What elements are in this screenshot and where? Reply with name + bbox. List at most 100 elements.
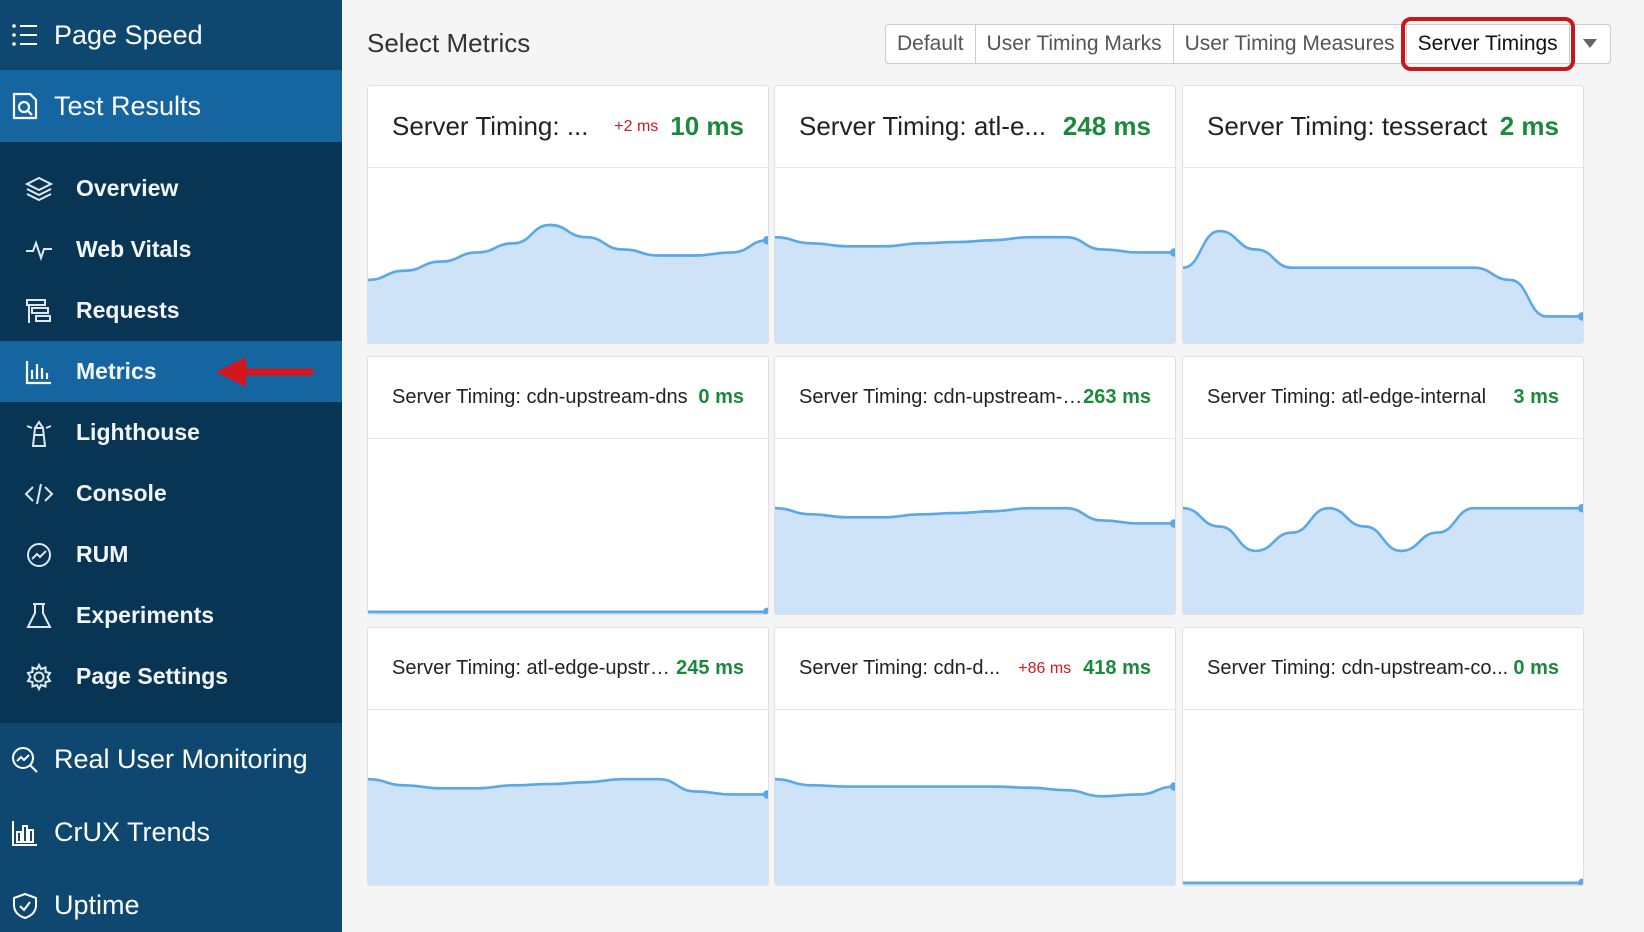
metric-sparkline	[775, 506, 1175, 614]
metric-card-header: Server Timing: atl-edge-upstre... 245 ms	[368, 628, 768, 710]
metric-card[interactable]: Server Timing: cdn-upstream-co... 0 ms	[1182, 627, 1584, 886]
metric-card-delta: +86 ms	[1018, 659, 1072, 677]
metric-card-header: Server Timing: cdn-upstream-dns 0 ms	[368, 357, 768, 439]
tab-user-timing-measures[interactable]: User Timing Measures	[1174, 25, 1407, 63]
sidebar-item-label: RUM	[76, 541, 129, 567]
metric-card-title: Server Timing: tesseract	[1207, 111, 1488, 141]
main-content: Select Metrics Default User Timing Marks…	[342, 0, 1644, 932]
metric-card-header: Server Timing: atl-e... 248 ms	[775, 86, 1175, 168]
sparkline-last-point	[1170, 248, 1175, 257]
metric-card-header: Server Timing: cdn-upstream-f... 263 ms	[775, 357, 1175, 439]
sidebar-item-requests[interactable]: Requests	[0, 280, 342, 341]
shield-check-icon	[10, 891, 40, 921]
sparkline-line	[368, 223, 768, 282]
metric-sparkline	[368, 607, 768, 614]
sparkline-line	[368, 777, 768, 796]
sparkline-line	[775, 235, 1175, 254]
tab-user-timing-marks[interactable]: User Timing Marks	[976, 25, 1174, 63]
metric-card-title: Server Timing: ...	[392, 111, 589, 141]
metric-card-header: Server Timing: cdn-d... +86 ms 418 ms	[775, 628, 1175, 710]
metric-card[interactable]: Server Timing: cdn-upstream-f... 263 ms	[774, 356, 1176, 615]
red-arrow-icon	[216, 355, 316, 394]
sidebar-item-real-user-monitoring[interactable]: Real User Monitoring	[0, 723, 342, 796]
sidebar-app-title[interactable]: Page Speed	[0, 0, 342, 70]
tab-default[interactable]: Default	[886, 25, 976, 63]
test-results-submenu: Overview Web Vitals Requests Metrics	[0, 142, 342, 723]
sidebar-item-experiments[interactable]: Experiments	[0, 585, 342, 646]
waterfall-icon	[24, 296, 54, 326]
sidebar-item-web-vitals[interactable]: Web Vitals	[0, 219, 342, 280]
sidebar-item-label: Page Settings	[76, 663, 229, 689]
sidebar-test-results[interactable]: Test Results	[0, 70, 342, 142]
code-icon	[24, 479, 54, 509]
metric-card-value: 3 ms	[1513, 386, 1559, 408]
sidebar-item-label: CrUX Trends	[54, 817, 211, 847]
metric-card-title: Server Timing: atl-edge-upstre...	[392, 657, 677, 679]
metric-card[interactable]: Server Timing: atl-edge-internal 3 ms	[1182, 356, 1584, 615]
metric-card-value: 263 ms	[1083, 386, 1151, 408]
sparkline-area	[368, 779, 768, 885]
sparkline-area	[368, 225, 768, 343]
layers-icon	[24, 174, 54, 204]
metric-card-header: Server Timing: atl-edge-internal 3 ms	[1183, 357, 1583, 439]
metric-card-title: Server Timing: cdn-upstream-dns	[392, 386, 688, 408]
sparkline-last-point	[1170, 519, 1175, 528]
metric-card-value: 0 ms	[1513, 657, 1559, 679]
bar-chart-icon	[24, 357, 54, 387]
sparkline-last-point	[763, 236, 768, 245]
metric-card[interactable]: Server Timing: atl-e... 248 ms	[774, 85, 1176, 344]
sidebar-item-page-settings[interactable]: Page Settings	[0, 646, 342, 707]
sparkline-last-point	[1578, 878, 1583, 885]
sparkline-last-point	[763, 607, 768, 614]
sparkline-last-point	[1170, 782, 1175, 791]
sidebar-item-crux-trends[interactable]: CrUX Trends	[0, 796, 342, 869]
metric-sparkline	[1183, 878, 1583, 885]
metric-card-header: Server Timing: ... +2 ms 10 ms	[368, 86, 768, 168]
sidebar-item-metrics[interactable]: Metrics	[0, 341, 342, 402]
sidebar-item-label: Uptime	[54, 890, 140, 920]
sparkline-last-point	[1578, 312, 1583, 321]
sidebar-item-label: Web Vitals	[76, 236, 192, 262]
pulse-icon	[24, 235, 54, 265]
metric-card[interactable]: Server Timing: cdn-d... +86 ms 418 ms	[774, 627, 1176, 886]
sidebar-item-overview[interactable]: Overview	[0, 158, 342, 219]
sparkline-area	[1183, 508, 1583, 614]
metric-card-header: Server Timing: tesseract 2 ms	[1183, 86, 1583, 168]
sidebar-item-rum[interactable]: RUM	[0, 524, 342, 585]
sidebar-item-label: Real User Monitoring	[54, 744, 308, 774]
sidebar-item-uptime[interactable]: Uptime	[0, 869, 342, 932]
metric-sparkline	[775, 235, 1175, 343]
metric-sparkline	[775, 777, 1175, 885]
chevron-down-icon[interactable]	[1570, 25, 1610, 63]
sidebar-item-label: Metrics	[76, 358, 157, 384]
sparkline-area	[1183, 231, 1583, 343]
lighthouse-icon	[24, 418, 54, 448]
document-search-icon	[10, 91, 40, 121]
sidebar-item-label: Lighthouse	[76, 419, 200, 445]
flask-icon	[24, 601, 54, 631]
metric-card-delta: +2 ms	[614, 117, 659, 135]
sidebar-item-console[interactable]: Console	[0, 463, 342, 524]
tab-server-timings[interactable]: Server Timings	[1400, 17, 1575, 71]
metric-card[interactable]: Server Timing: ... +2 ms 10 ms	[367, 85, 769, 344]
sidebar-item-label: Console	[76, 480, 167, 506]
metric-card[interactable]: Server Timing: cdn-upstream-dns 0 ms	[367, 356, 769, 615]
metric-card-value: 248 ms	[1062, 111, 1151, 141]
metric-card[interactable]: Server Timing: tesseract 2 ms	[1182, 85, 1584, 344]
metric-card[interactable]: Server Timing: atl-edge-upstre... 245 ms	[367, 627, 769, 886]
metric-card-title: Server Timing: cdn-d...	[799, 657, 1001, 679]
metric-card-value: 245 ms	[676, 657, 744, 679]
sparkline-area	[775, 237, 1175, 343]
metric-sparkline	[368, 777, 768, 885]
metric-sparkline	[368, 223, 768, 343]
gear-icon	[24, 662, 54, 692]
metric-card-value: 10 ms	[670, 111, 744, 141]
metric-card-header: Server Timing: cdn-upstream-co... 0 ms	[1183, 628, 1583, 710]
crux-chart-icon	[10, 818, 40, 848]
sidebar-item-lighthouse[interactable]: Lighthouse	[0, 402, 342, 463]
sidebar-test-results-label: Test Results	[54, 90, 202, 121]
gauge-icon	[24, 540, 54, 570]
sidebar-app-title-label: Page Speed	[54, 19, 203, 50]
metric-card-title: Server Timing: cdn-upstream-f...	[799, 386, 1084, 408]
sparkline-area	[775, 508, 1175, 614]
